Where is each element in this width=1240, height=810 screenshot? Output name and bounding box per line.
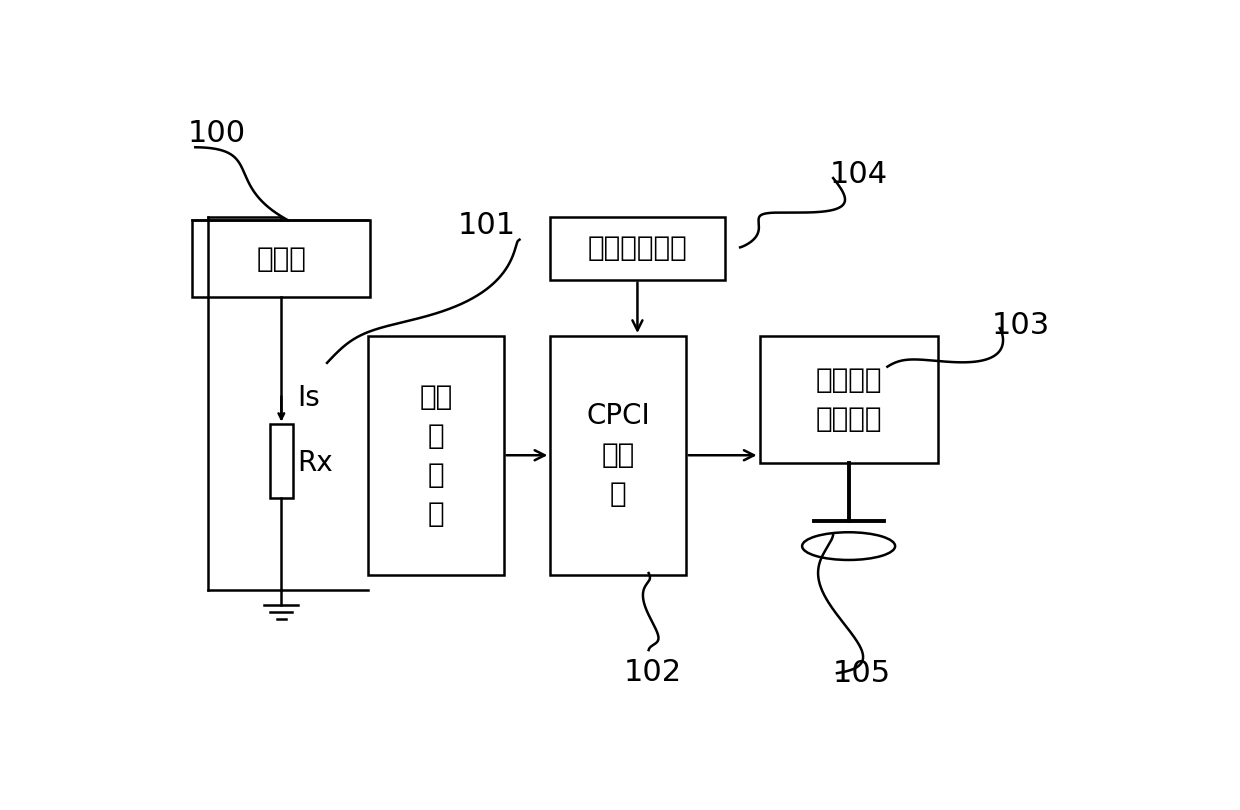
Text: 103: 103 xyxy=(992,311,1050,340)
Text: 信号
调
理
卡: 信号 调 理 卡 xyxy=(419,383,453,528)
Bar xyxy=(551,336,686,574)
Text: 104: 104 xyxy=(830,160,888,190)
Bar xyxy=(270,424,293,497)
Text: 102: 102 xyxy=(624,658,682,687)
Bar xyxy=(759,336,937,463)
Bar xyxy=(368,336,503,574)
Text: 105: 105 xyxy=(833,659,892,688)
Bar xyxy=(192,220,371,297)
Text: 101: 101 xyxy=(458,211,516,240)
Text: 恒流源: 恒流源 xyxy=(257,245,306,273)
Ellipse shape xyxy=(802,532,895,560)
Text: CPCI
采集
卡: CPCI 采集 卡 xyxy=(587,403,650,508)
Bar xyxy=(551,216,724,279)
Text: 人机信息
交互平台: 人机信息 交互平台 xyxy=(816,366,882,433)
Text: Is: Is xyxy=(296,383,320,411)
Text: 100: 100 xyxy=(187,119,246,147)
Text: 温湿度传感器: 温湿度传感器 xyxy=(588,234,687,262)
Text: Rx: Rx xyxy=(296,449,332,477)
